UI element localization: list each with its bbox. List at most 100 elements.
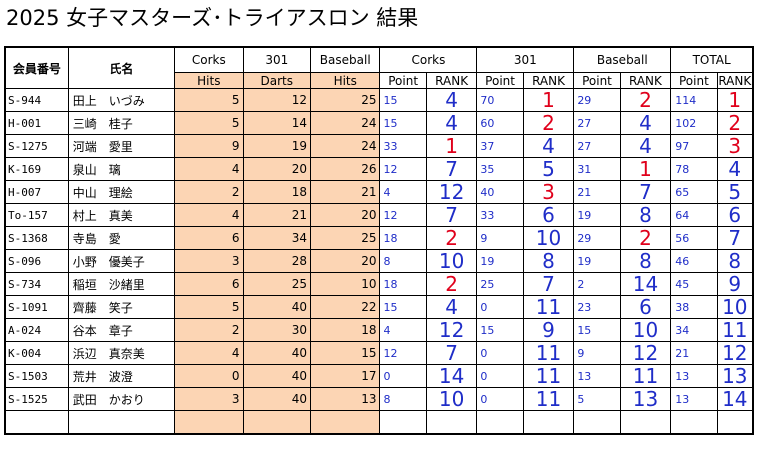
baseball-point-header: Point <box>573 72 621 89</box>
corks-hits-cell: 4 <box>174 203 244 227</box>
baseball-rank-cell: 13 <box>619 387 672 411</box>
baseball-hits-cell: 24 <box>309 111 381 135</box>
darts-rank-cell: 11 <box>522 387 575 411</box>
name-cell: 泉山 璃 <box>67 157 176 181</box>
darts-point-cell: 0 <box>476 295 524 319</box>
member-no-cell: S-1091 <box>4 295 69 319</box>
corks-point-cell: 18 <box>379 272 427 296</box>
baseball-point-cell: 29 <box>573 88 621 112</box>
name-cell: 小野 優美子 <box>67 249 176 273</box>
empty-cell <box>4 410 69 435</box>
table-row: S-1091 齊藤 笑子 5 40 22 15 4 0 11 23 6 38 10 <box>4 295 754 319</box>
member-no-cell: S-734 <box>4 272 69 296</box>
corks-hits-header: Hits <box>174 72 244 89</box>
empty-cell <box>67 410 176 435</box>
page-title: 2025 女子マスターズ･トライアスロン 結果 <box>6 6 419 30</box>
baseball-point-cell: 9 <box>573 341 621 365</box>
corks-input-header: Corks <box>174 46 244 73</box>
baseball-point-cell: 29 <box>573 226 621 250</box>
baseball-point-cell: 31 <box>573 157 621 181</box>
total-point-cell: 78 <box>670 157 718 181</box>
corks-hits-cell: 0 <box>174 364 244 388</box>
baseball-rank-cell: 6 <box>619 295 672 319</box>
total-rank-cell: 4 <box>716 157 754 181</box>
darts-rank-cell: 11 <box>522 295 575 319</box>
baseball-point-cell: 27 <box>573 134 621 158</box>
table-row: S-1275 河端 愛里 9 19 24 33 1 37 4 27 4 97 3 <box>4 134 754 158</box>
darts-point-cell: 0 <box>476 387 524 411</box>
darts-point-cell: 40 <box>476 180 524 204</box>
total-rank-header: RANK <box>716 72 754 89</box>
corks-hits-cell: 5 <box>174 111 244 135</box>
table-row: H-007 中山 理絵 2 18 21 4 12 40 3 21 7 65 5 <box>4 180 754 204</box>
corks-rank-cell: 4 <box>425 111 478 135</box>
name-cell: 河端 愛里 <box>67 134 176 158</box>
corks-hits-cell: 3 <box>174 387 244 411</box>
table-row: S-1503 荒井 波澄 0 40 17 0 14 0 11 13 11 13 13 <box>4 364 754 388</box>
corks-hits-cell: 6 <box>174 272 244 296</box>
name-cell: 武田 かおり <box>67 387 176 411</box>
corks-rank-cell: 10 <box>425 387 478 411</box>
darts-point-cell: 70 <box>476 88 524 112</box>
empty-row <box>4 410 754 435</box>
darts-rank-cell: 1 <box>522 88 575 112</box>
table-row: H-001 三崎 桂子 5 14 24 15 4 60 2 27 4 102 2 <box>4 111 754 135</box>
darts-point-cell: 25 <box>476 272 524 296</box>
baseball-hits-cell: 21 <box>309 180 381 204</box>
table-row: A-024 谷本 章子 2 30 18 4 12 15 9 15 10 34 11 <box>4 318 754 342</box>
total-rank-cell: 12 <box>716 341 754 365</box>
name-cell: 寺島 愛 <box>67 226 176 250</box>
corks-hits-cell: 9 <box>174 134 244 158</box>
total-rank-cell: 13 <box>716 364 754 388</box>
member-no-cell: H-007 <box>4 180 69 204</box>
total-point-header: Point <box>670 72 718 89</box>
baseball-point-cell: 21 <box>573 180 621 204</box>
total-point-cell: 102 <box>670 111 718 135</box>
name-cell: 村上 真美 <box>67 203 176 227</box>
baseball-rank-cell: 4 <box>619 134 672 158</box>
darts-score-header: 301 <box>476 46 575 73</box>
corks-point-cell: 8 <box>379 387 427 411</box>
darts-sub-header: Darts <box>242 72 311 89</box>
corks-rank-cell: 4 <box>425 88 478 112</box>
darts-cell: 18 <box>242 180 311 204</box>
darts-cell: 19 <box>242 134 311 158</box>
darts-rank-cell: 3 <box>522 180 575 204</box>
darts-rank-cell: 4 <box>522 134 575 158</box>
table-row: K-004 浜辺 真奈美 4 40 15 12 7 0 11 9 12 21 12 <box>4 341 754 365</box>
member-no-cell: K-169 <box>4 157 69 181</box>
darts-cell: 21 <box>242 203 311 227</box>
corks-hits-cell: 2 <box>174 318 244 342</box>
darts-rank-cell: 2 <box>522 111 575 135</box>
empty-cell <box>174 410 244 435</box>
baseball-hits-cell: 15 <box>309 341 381 365</box>
baseball-point-cell: 19 <box>573 249 621 273</box>
baseball-rank-cell: 2 <box>619 88 672 112</box>
header-row-sub: Hits Darts Hits Point RANK Point RANK Po… <box>5 72 754 89</box>
baseball-hits-cell: 22 <box>309 295 381 319</box>
corks-point-cell: 15 <box>379 88 427 112</box>
corks-point-cell: 4 <box>379 318 427 342</box>
total-point-cell: 38 <box>670 295 718 319</box>
corks-rank-cell: 12 <box>425 180 478 204</box>
total-point-cell: 64 <box>670 203 718 227</box>
member-no-cell: To-157 <box>4 203 69 227</box>
corks-rank-cell: 4 <box>425 295 478 319</box>
darts-cell: 25 <box>242 272 311 296</box>
total-rank-cell: 5 <box>716 180 754 204</box>
corks-rank-cell: 12 <box>425 318 478 342</box>
darts-input-header: 301 <box>242 46 311 73</box>
results-body: S-944 田上 いづみ 5 12 25 15 4 70 1 29 2 114 1 H-001 三崎 桂子 5… <box>4 88 754 435</box>
name-cell: 浜辺 真奈美 <box>67 341 176 365</box>
name-cell: 荒井 波澄 <box>67 364 176 388</box>
corks-score-header: Corks <box>379 46 478 73</box>
baseball-point-cell: 5 <box>573 387 621 411</box>
total-score-header: TOTAL <box>670 46 754 73</box>
darts-point-cell: 60 <box>476 111 524 135</box>
total-point-cell: 34 <box>670 318 718 342</box>
darts-cell: 40 <box>242 341 311 365</box>
empty-cell <box>476 410 524 435</box>
corks-point-cell: 8 <box>379 249 427 273</box>
empty-cell <box>425 410 478 435</box>
baseball-rank-cell: 10 <box>619 318 672 342</box>
